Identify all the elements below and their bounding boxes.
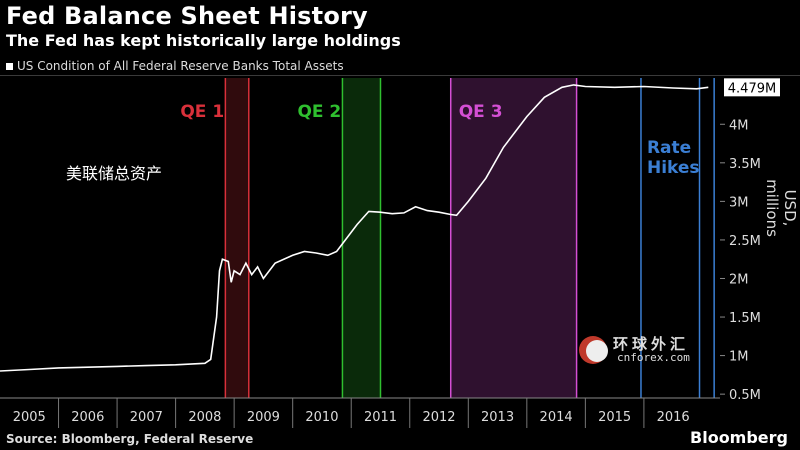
x-tick-label: 2010 — [305, 410, 338, 425]
y-axis-title: USD, millions — [763, 179, 799, 237]
chart-subtitle: The Fed has kept historically large hold… — [6, 31, 401, 50]
x-tick-label: 2009 — [247, 410, 280, 425]
band-label: QE 1 — [180, 102, 224, 122]
band-qe-3 — [450, 78, 577, 398]
x-tick-label: 2015 — [598, 410, 631, 425]
x-tick-label: 2016 — [657, 410, 690, 425]
x-tick-label: 2007 — [130, 410, 163, 425]
chinese-annotation: 美联储总资产 — [66, 164, 163, 183]
x-tick-label: 2013 — [481, 410, 514, 425]
y-tick-label: 1M — [729, 350, 749, 365]
cnforex-watermark: 环球外汇 cnforex.com — [575, 333, 695, 367]
x-tick-label: 2012 — [422, 410, 455, 425]
band-label: QE 2 — [297, 102, 341, 122]
x-tick-label: 2014 — [540, 410, 573, 425]
bloomberg-logo: Bloomberg — [690, 428, 788, 447]
band-label: QE 3 — [459, 102, 503, 122]
chart-title: Fed Balance Sheet History — [6, 2, 368, 30]
y-tick-label: 2M — [729, 272, 749, 287]
source-note: Source: Bloomberg, Federal Reserve — [6, 432, 254, 446]
y-tick-label: 3M — [729, 195, 749, 210]
rate-hikes-label: Hikes — [647, 158, 700, 178]
last-value-label: 4.479M — [728, 81, 776, 96]
watermark-cn-text: 环球外汇 — [613, 335, 690, 353]
band-qe-1 — [225, 78, 249, 398]
x-tick-label: 2008 — [188, 410, 221, 425]
watermark-en-text: cnforex.com — [617, 351, 690, 364]
x-tick-label: 2006 — [71, 410, 104, 425]
y-tick-label: 0.5M — [729, 388, 761, 403]
legend-divider — [0, 75, 800, 76]
cnforex-logo-icon — [579, 336, 608, 364]
y-tick-label: 4M — [729, 118, 749, 133]
legend: US Condition of All Federal Reserve Bank… — [6, 59, 344, 73]
y-tick-label: 2.5M — [729, 234, 761, 249]
legend-label: US Condition of All Federal Reserve Bank… — [17, 59, 344, 73]
series-line — [0, 84, 709, 372]
y-tick-label: 3.5M — [729, 157, 761, 172]
rate-hikes-label: Rate — [647, 138, 691, 158]
x-tick-label: 2005 — [13, 410, 46, 425]
x-tick-label: 2011 — [364, 410, 397, 425]
band-qe-2 — [342, 78, 381, 398]
y-tick-label: 1.5M — [729, 311, 761, 326]
last-value-box — [724, 78, 780, 97]
legend-swatch — [6, 62, 13, 70]
